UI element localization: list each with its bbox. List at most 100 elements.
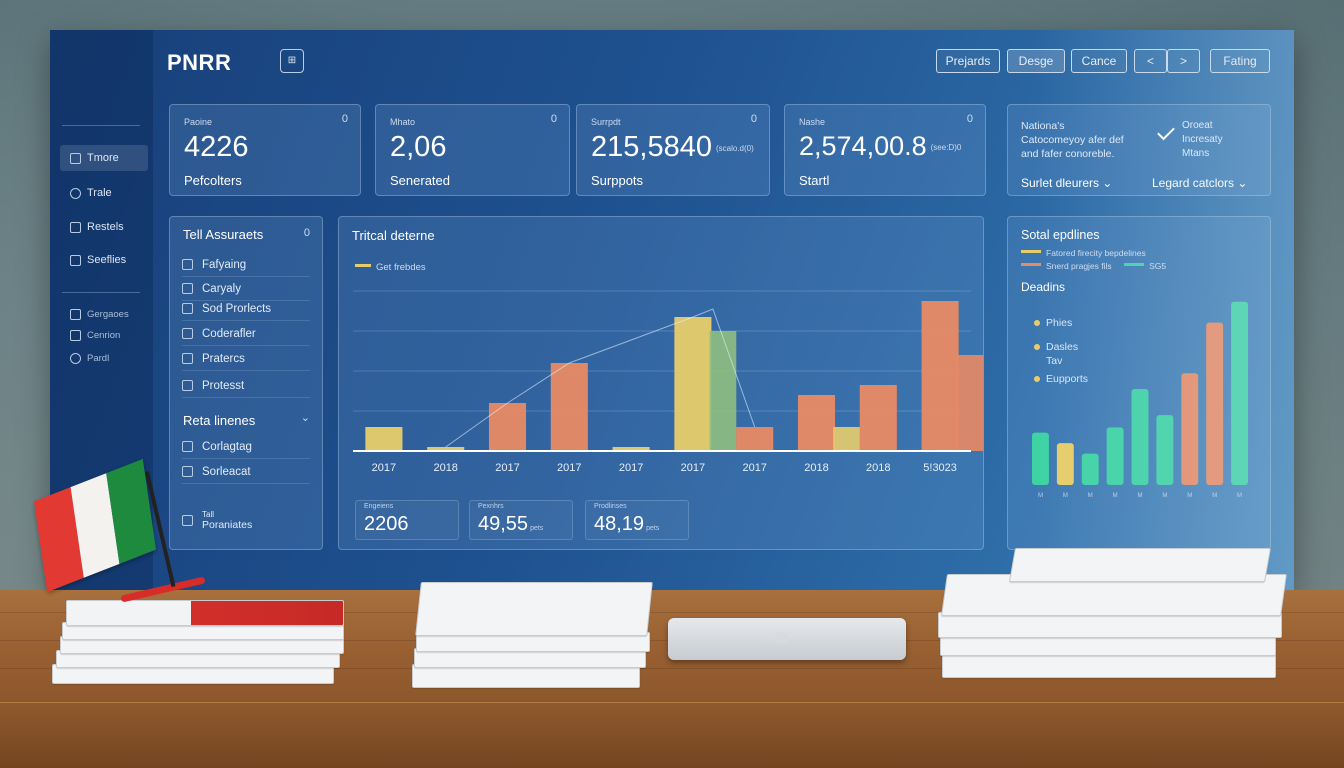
tick-label: 2017 xyxy=(372,462,396,474)
kpi-card[interactable]: Surrpdt 0 215,5840 (scalo.d(0) Surppots xyxy=(576,104,770,196)
summary-box[interactable]: Prodlinses 48,19 pets xyxy=(585,500,689,540)
kpi-unit: (see:D)0 xyxy=(930,143,962,153)
summary-number: 2206 xyxy=(364,513,409,535)
list-item-label: Protesst xyxy=(202,379,245,392)
tick-label: M xyxy=(1113,493,1118,499)
main-chart-card: Tritcal deterne Get frebdes 2017 2018 2017… xyxy=(338,216,984,550)
tick-label: M xyxy=(1237,493,1242,499)
kpi-card[interactable]: Paoine 0 4226 Pefcolters xyxy=(169,104,361,196)
chart-bar xyxy=(1031,432,1049,485)
list-item-label: Fafyaing xyxy=(202,258,247,271)
home-icon xyxy=(70,152,81,164)
list-item[interactable]: Coderafler xyxy=(182,322,310,346)
user-icon xyxy=(70,352,81,364)
tick-label: 2017 xyxy=(557,462,581,474)
list-item[interactable]: Tall Poraniates xyxy=(182,509,310,537)
summary-number: 48,19 xyxy=(594,513,645,535)
sidebar-item-label: Seeflies xyxy=(87,254,127,266)
list-item-label: Pratercs xyxy=(202,352,245,365)
info-line: Nationa's xyxy=(1021,120,1065,132)
kpi-name: Startl xyxy=(799,173,830,188)
info-line: Mtans xyxy=(1182,148,1210,159)
list-item[interactable]: Fafyaing xyxy=(182,253,310,277)
sidebar-divider xyxy=(62,125,140,126)
legend-label: Dasles xyxy=(1046,341,1079,353)
footer-label: Tall xyxy=(202,510,215,519)
sidebar-item-label: Cenrion xyxy=(87,329,121,341)
legend-label: Snerd pragjes fils xyxy=(1046,261,1112,271)
kpi-corner-value: 0 xyxy=(750,113,757,125)
legend-swatch xyxy=(1021,250,1041,254)
kpi-card[interactable]: Mhato 0 2,06 Senerated xyxy=(375,104,570,196)
summary-unit: pets xyxy=(530,525,544,532)
kpi-label: Nashe xyxy=(799,117,826,127)
chart-bar xyxy=(709,331,737,451)
list-item-label: Sod Prorlects xyxy=(202,302,272,315)
tick-label: 2017 xyxy=(619,462,643,474)
list-icon xyxy=(182,441,193,452)
tick-label: 2017 xyxy=(742,462,766,474)
chart-legend: Fatored firecity bepdelines Snerd pragje… xyxy=(1021,246,1166,272)
summary-label: Prodlinses xyxy=(594,503,627,510)
list-item[interactable]: Caryaly xyxy=(182,277,310,301)
kpi-unit: (scalo.d(0) xyxy=(715,143,754,153)
info-aside: Oroeat Incresaty Mtans xyxy=(1182,119,1223,161)
chart-bar xyxy=(674,317,712,451)
legend-label: Get frebdes xyxy=(376,262,426,273)
sidebar-item-files[interactable]: Seeflies xyxy=(60,247,148,273)
summary-box[interactable]: Pexnhrs 49,55 pets xyxy=(469,500,573,540)
legend-dot xyxy=(1034,376,1040,383)
sidebar-item-home[interactable]: Tmore xyxy=(60,145,148,171)
projects-button[interactable]: Prejards xyxy=(936,49,1000,73)
sidebar-item-categories[interactable]: Gergaoes xyxy=(60,304,148,324)
prev-button[interactable]: < xyxy=(1134,49,1167,73)
kpi-value: 4226 xyxy=(184,131,249,163)
wood-grain xyxy=(0,668,1344,669)
list-item[interactable]: Sod Prorlects xyxy=(182,297,310,321)
dealers-select[interactable]: Surlet dleurers ⌄ xyxy=(1021,176,1112,190)
sidebar-item-label: Restels xyxy=(87,221,124,233)
list-item[interactable]: Protesst xyxy=(182,374,310,398)
chart-bar xyxy=(1156,415,1174,485)
paper-sheet xyxy=(1009,548,1271,582)
bar-chart: 2017 2018 2017 2017 2017 2017 2017 2018 2018 5!30… xyxy=(353,290,984,474)
wood-grain xyxy=(0,612,1344,613)
sidebar-item-reports[interactable]: Restels xyxy=(60,214,148,240)
sidebar-item-profile[interactable]: Pardl xyxy=(60,348,148,368)
summary-value: 49,55 pets xyxy=(478,513,543,536)
list-item[interactable]: Pratercs xyxy=(182,347,310,371)
box-icon xyxy=(182,303,193,314)
legend-label: Tav xyxy=(1046,355,1063,367)
chart-bar xyxy=(921,301,959,451)
chevron-down-icon[interactable]: ⌄ xyxy=(300,412,310,424)
grid-menu-button[interactable]: ⊞ xyxy=(280,49,304,73)
dashboard-screen: Tmore Trale Restels Seeflies Gergaoes Ce… xyxy=(50,30,1294,590)
chart-title: Sotal epdlines xyxy=(1021,228,1100,242)
sidebar-item-cenrion[interactable]: Cenrion xyxy=(60,325,148,345)
design-button[interactable]: Desge xyxy=(1007,49,1065,73)
sidebar-item-search[interactable]: Trale xyxy=(60,180,148,206)
legend-label: SG5 xyxy=(1149,261,1167,271)
legend-select[interactable]: Legard catclors ⌄ xyxy=(1152,176,1247,190)
kpi-value: 2,06 xyxy=(390,131,447,163)
panel-count: 0 xyxy=(303,227,310,239)
summary-box[interactable]: Engeiens 2206 xyxy=(355,500,459,540)
list-item[interactable]: Corlagtag xyxy=(182,435,310,459)
list-item-label: Corlagtag xyxy=(202,440,252,453)
kpi-card[interactable]: Nashe 0 2,574,00.8 (see:D)0 Startl xyxy=(784,104,986,196)
next-button[interactable]: > xyxy=(1167,49,1200,73)
select-label: Legard catclors xyxy=(1152,176,1235,190)
chart-bar xyxy=(1231,301,1249,485)
chart-bar xyxy=(1081,453,1099,485)
summary-unit: pets xyxy=(646,525,660,532)
sidebar-item-label: Tmore xyxy=(87,152,119,164)
kpi-name: Pefcolters xyxy=(184,173,242,188)
desk-edge xyxy=(0,702,1344,768)
legend-item: Dasles xyxy=(1034,341,1078,353)
rating-button[interactable]: Fating xyxy=(1210,49,1270,73)
cancel-button[interactable]: Cance xyxy=(1071,49,1127,73)
info-card: Nationa's Catocomeyoy afer def and fafer… xyxy=(1007,104,1271,196)
document-icon xyxy=(182,353,193,364)
list-item[interactable]: Sorleacat xyxy=(182,460,310,484)
